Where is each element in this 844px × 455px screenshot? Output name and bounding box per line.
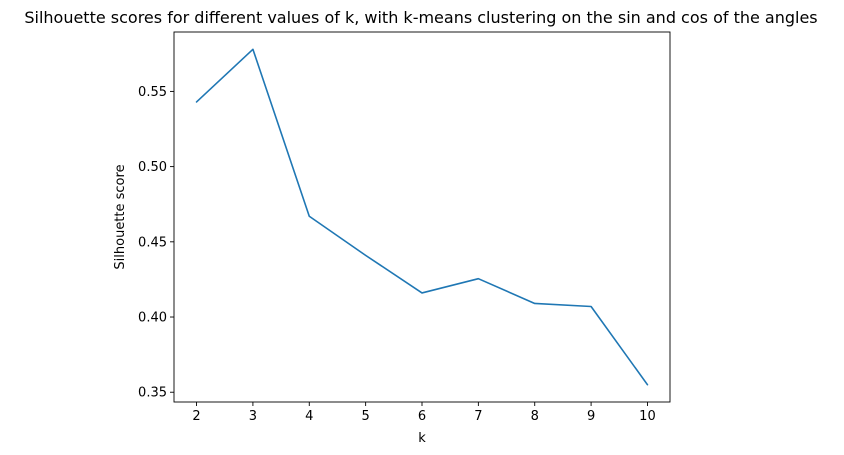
y-tick-label: 0.50 xyxy=(138,160,167,175)
x-tick-label: 2 xyxy=(192,409,200,424)
x-tick-label: 9 xyxy=(587,409,595,424)
series-line xyxy=(195,48,649,386)
y-tick-label: 0.35 xyxy=(138,386,167,401)
x-tick-label: 7 xyxy=(474,409,482,424)
x-tick-label: 3 xyxy=(249,409,257,424)
y-tick-label: 0.55 xyxy=(138,85,167,100)
x-tick-label: 4 xyxy=(305,409,313,424)
x-tick-label: 10 xyxy=(639,409,656,424)
x-tick-label: 5 xyxy=(361,409,369,424)
y-tick-label: 0.40 xyxy=(138,311,167,326)
y-axis-label: Silhouette score xyxy=(113,164,128,269)
y-tick-label: 0.45 xyxy=(138,235,167,250)
plot-area xyxy=(174,32,670,402)
x-tick-label: 6 xyxy=(418,409,426,424)
y-axis-ticks: 0.35 0.40 0.45 0.50 0.55 xyxy=(138,85,174,401)
plot-frame xyxy=(173,31,671,403)
x-axis-ticks: 2 3 4 5 6 7 8 9 10 xyxy=(192,402,656,424)
x-axis-label: k xyxy=(418,431,426,446)
x-tick-label: 8 xyxy=(531,409,539,424)
chart-title: Silhouette scores for different values o… xyxy=(24,8,817,27)
